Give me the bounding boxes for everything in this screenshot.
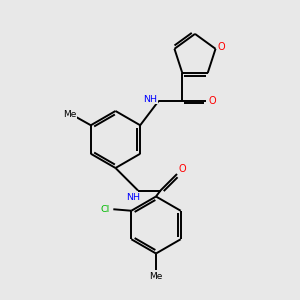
Text: Cl: Cl [100, 205, 110, 214]
Text: NH: NH [127, 193, 140, 202]
Text: O: O [178, 164, 186, 175]
Text: Me: Me [149, 272, 163, 281]
Text: NH: NH [143, 94, 158, 103]
Text: O: O [208, 96, 216, 106]
Text: O: O [217, 42, 225, 52]
Text: Me: Me [63, 110, 76, 119]
